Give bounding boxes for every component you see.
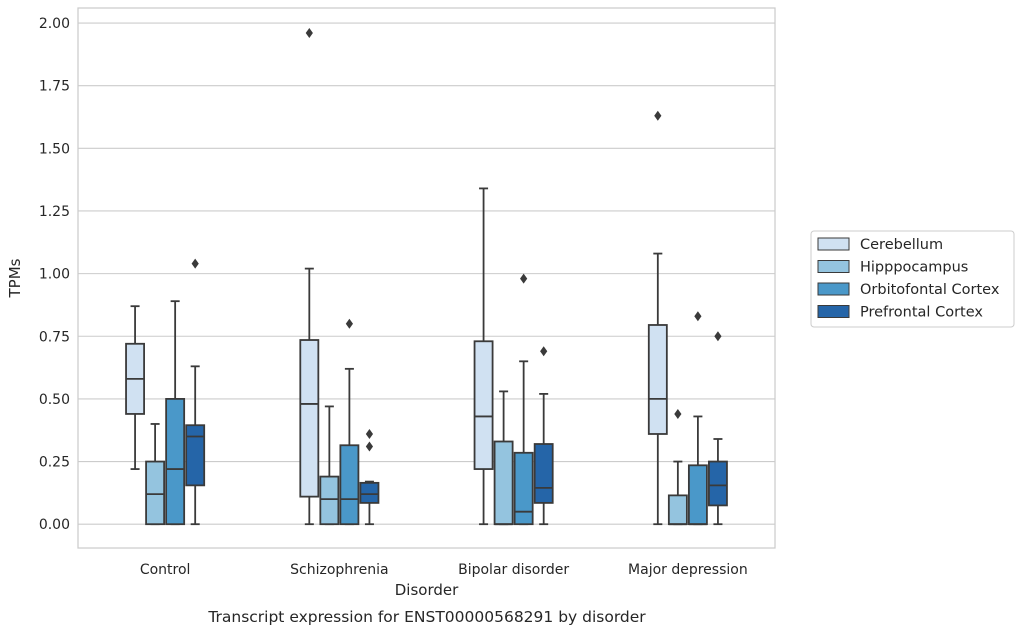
box-body xyxy=(647,324,668,435)
x-tick-labels: Control Schizophrenia Bipolar disorder Majo… xyxy=(140,562,748,578)
outlier-point xyxy=(654,110,662,121)
box-body xyxy=(687,464,708,526)
box xyxy=(165,300,186,526)
box xyxy=(647,110,668,526)
outlier-point xyxy=(365,428,374,439)
box xyxy=(687,311,708,526)
x-tick-label: Bipolar disorder xyxy=(458,562,569,578)
y-tick-label: 1.00 xyxy=(39,267,70,283)
box-body xyxy=(339,444,360,526)
outlier-point xyxy=(674,408,682,419)
box-body xyxy=(493,440,514,526)
box-body xyxy=(667,494,688,526)
y-tick-labels: 0.00 0.25 0.50 0.75 1.00 1.25 1.50 1.75 2.00 xyxy=(39,16,70,533)
box-body xyxy=(533,443,554,504)
box xyxy=(493,390,514,526)
outlier-point xyxy=(540,346,548,357)
box xyxy=(185,258,206,526)
y-tick-label: 0.75 xyxy=(39,329,70,345)
outlier-point xyxy=(694,311,702,322)
outlier-point xyxy=(345,318,353,329)
box-groups xyxy=(125,28,728,526)
y-tick-label: 1.50 xyxy=(39,141,70,157)
outlier-point xyxy=(714,331,722,342)
box-body xyxy=(513,451,534,526)
legend: Cerebellum Hipppocampus Orbitofontal Corte… xyxy=(810,230,1015,328)
y-tick-label: 1.75 xyxy=(39,79,70,95)
y-tick-label: 2.00 xyxy=(39,16,70,32)
box-body xyxy=(145,460,166,526)
legend-item: Cerebellum xyxy=(817,237,943,253)
outlier-point xyxy=(365,441,374,452)
y-tick-label: 1.25 xyxy=(39,204,70,220)
box xyxy=(359,428,380,526)
y-axis-label: TPMs xyxy=(6,258,24,298)
legend-label: Cerebellum xyxy=(860,237,943,253)
box-body xyxy=(185,424,206,487)
outlier-point xyxy=(191,258,199,269)
box-body xyxy=(299,339,320,498)
outlier-point xyxy=(305,28,313,39)
box xyxy=(513,273,534,526)
legend-item: Hipppocampus xyxy=(817,260,968,276)
chart-caption: Transcript expression for ENST0000056829… xyxy=(207,608,646,626)
category-group xyxy=(299,28,380,526)
legend-swatch xyxy=(817,260,850,273)
y-tick-label: 0.50 xyxy=(39,392,70,408)
x-axis-label: Disorder xyxy=(395,581,459,599)
box-body xyxy=(473,340,494,470)
box xyxy=(667,408,688,526)
box xyxy=(319,405,340,526)
legend-label: Orbitofontal Cortex xyxy=(860,282,1000,298)
box xyxy=(145,423,166,526)
box xyxy=(533,346,554,526)
y-tick-label: 0.00 xyxy=(39,517,70,533)
x-tick-label: Major depression xyxy=(628,562,748,578)
box xyxy=(708,331,728,526)
x-tick-label: Control xyxy=(140,562,191,578)
box xyxy=(125,305,145,470)
box xyxy=(473,187,494,526)
plot-frame xyxy=(77,7,776,549)
legend-label: Prefrontal Cortex xyxy=(860,305,983,321)
category-group xyxy=(647,110,728,526)
box xyxy=(299,28,320,526)
x-tick-label: Schizophrenia xyxy=(290,562,388,578)
box xyxy=(339,318,360,526)
legend-swatch xyxy=(817,237,850,251)
y-tick-label: 0.25 xyxy=(39,455,70,471)
box-body xyxy=(165,398,186,526)
legend-frame xyxy=(810,230,1015,328)
legend-items: Cerebellum Hipppocampus Orbitofontal Corte… xyxy=(817,237,1000,321)
legend-label: Hipppocampus xyxy=(860,260,968,276)
legend-item: Orbitofontal Cortex xyxy=(817,282,1000,298)
legend-swatch xyxy=(817,305,850,318)
box-body xyxy=(319,475,340,526)
outlier-point xyxy=(520,273,528,284)
legend-item: Prefrontal Cortex xyxy=(817,305,983,321)
legend-swatch xyxy=(817,282,850,296)
box-body xyxy=(708,460,728,507)
category-group xyxy=(473,187,554,526)
category-group xyxy=(125,258,206,526)
box-body xyxy=(359,481,380,504)
